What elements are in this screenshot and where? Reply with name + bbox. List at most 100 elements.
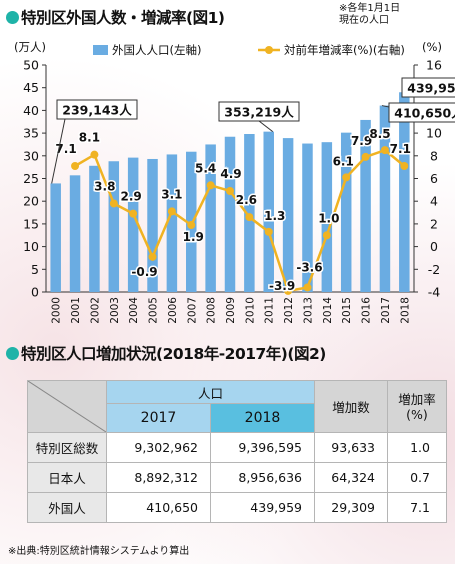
line-data-label: 3.1 bbox=[161, 187, 182, 201]
bar bbox=[147, 158, 158, 292]
bar bbox=[108, 161, 120, 292]
bar bbox=[166, 154, 178, 292]
line-point bbox=[129, 209, 138, 218]
x-tick-label: 2000 bbox=[51, 297, 63, 324]
bar bbox=[360, 119, 371, 293]
line-data-label: 8.1 bbox=[79, 131, 100, 145]
header-year-2018: 2018 bbox=[210, 403, 315, 433]
line-data-label: 1.9 bbox=[183, 230, 204, 244]
x-tick-label: 2015 bbox=[341, 297, 353, 324]
row-label: 外国人 bbox=[27, 492, 107, 523]
chart-legend: 外国人人口(左軸) 対前年増減率(%)(右軸) bbox=[93, 43, 405, 57]
corner-cell bbox=[27, 380, 107, 433]
x-tick-label: 2008 bbox=[206, 297, 218, 324]
line-data-label: 7.9 bbox=[351, 134, 372, 148]
bar bbox=[244, 134, 255, 292]
cell-2018: 9,396,595 bbox=[210, 432, 315, 463]
bar bbox=[399, 92, 410, 293]
line-data-label: 5.4 bbox=[195, 161, 216, 175]
left-tick-label: 0 bbox=[31, 285, 39, 300]
left-tick-label: 35 bbox=[23, 126, 39, 141]
left-tick-label: 50 bbox=[23, 58, 39, 73]
cell-rate: 0.7 bbox=[387, 462, 447, 493]
line-data-label: 2.6 bbox=[236, 193, 257, 207]
right-tick-label: 2 bbox=[430, 216, 438, 231]
line-point bbox=[71, 162, 80, 171]
x-tick-label: 2010 bbox=[244, 297, 256, 324]
right-tick-label: -4 bbox=[428, 285, 441, 300]
line-data-label: 1.0 bbox=[318, 211, 339, 225]
line-point bbox=[226, 186, 234, 195]
x-tick-label: 2013 bbox=[302, 297, 314, 324]
source-note: ※出典:特別区統計情報システムより算出 bbox=[8, 546, 190, 557]
bar bbox=[89, 165, 100, 292]
bar bbox=[302, 143, 313, 292]
cell-2017: 410,650 bbox=[106, 492, 211, 523]
bar bbox=[69, 175, 81, 292]
x-tick-label: 2017 bbox=[380, 297, 392, 324]
right-tick-label: 16 bbox=[426, 58, 442, 73]
line-point bbox=[303, 283, 312, 292]
cell-increase: 64,324 bbox=[314, 462, 388, 493]
left-tick-label: 5 bbox=[31, 262, 39, 277]
bullet-dot-icon bbox=[6, 347, 19, 360]
right-axis-unit: (%) bbox=[422, 40, 442, 54]
figure1-note: ※各年1月1日 現在の人口 bbox=[339, 3, 401, 26]
line-data-label: 2.9 bbox=[121, 190, 142, 204]
bar bbox=[50, 183, 61, 292]
callout-box bbox=[388, 102, 455, 123]
table-row: 外国人 410,650 439,959 29,309 7.1 bbox=[27, 492, 447, 523]
cell-rate: 7.1 bbox=[387, 492, 447, 523]
row-label: 特別区総数 bbox=[27, 432, 107, 463]
table-header-row: 人口 増加数 増加率 (%) bbox=[27, 379, 447, 433]
bar bbox=[263, 131, 274, 292]
line-point bbox=[284, 286, 293, 295]
row-label: 日本人 bbox=[27, 462, 107, 493]
right-tick-label: 10 bbox=[426, 126, 442, 141]
line-point bbox=[206, 181, 215, 190]
right-tick-label: 8 bbox=[430, 148, 438, 163]
x-tick-label: 2014 bbox=[322, 297, 334, 324]
population-increase-table: 人口 増加数 増加率 (%) 2017 2018 特別区総数 9,302,962 … bbox=[27, 379, 447, 523]
table-year-row: 2017 2018 bbox=[28, 403, 447, 433]
x-tick-label: 2018 bbox=[399, 297, 411, 324]
x-tick-label: 2009 bbox=[225, 297, 237, 324]
cell-2017: 8,892,312 bbox=[106, 462, 211, 493]
line-point bbox=[380, 146, 389, 155]
legend-bar-label: 外国人人口(左軸) bbox=[112, 43, 201, 57]
left-tick-label: 25 bbox=[23, 171, 39, 186]
line-data-label: 6.1 bbox=[333, 154, 354, 168]
cell-increase: 93,633 bbox=[314, 432, 388, 463]
line-point bbox=[342, 173, 351, 182]
bar bbox=[205, 144, 216, 292]
line-data-label: 8.5 bbox=[369, 127, 390, 141]
callout-leader bbox=[51, 118, 66, 184]
bar bbox=[282, 138, 294, 292]
header-increase: 増加数 bbox=[314, 380, 388, 433]
line-point bbox=[322, 231, 331, 240]
left-tick-label: 10 bbox=[23, 239, 39, 254]
line-data-label: 7.1 bbox=[390, 142, 411, 156]
legend-line-label: 対前年増減率(%)(右軸) bbox=[284, 43, 405, 57]
right-tick-label: 0 bbox=[430, 239, 438, 254]
line-point bbox=[245, 213, 254, 222]
left-tick-label: 45 bbox=[23, 80, 39, 95]
table-row: 特別区総数 9,302,962 9,396,595 93,633 1.0 bbox=[27, 432, 447, 463]
left-tick-label: 40 bbox=[23, 103, 39, 118]
callout-text: 410,650人 bbox=[394, 106, 455, 121]
callout-leader bbox=[258, 120, 274, 133]
callout-box bbox=[401, 77, 455, 98]
line-data-label: -0.9 bbox=[131, 265, 157, 279]
figure2-title: 特別区人口増加状況(2018年-2017年)(図2) bbox=[6, 342, 326, 364]
line-point bbox=[167, 207, 176, 216]
right-tick-label: 4 bbox=[430, 194, 438, 209]
x-tick-label: 2001 bbox=[70, 297, 82, 324]
callout-box bbox=[56, 99, 138, 120]
x-tick-label: 2016 bbox=[361, 297, 373, 324]
line-data-label: 3.8 bbox=[94, 179, 115, 193]
legend-bar-swatch bbox=[93, 45, 108, 55]
callout-text: 439,959人 bbox=[407, 81, 455, 96]
foreign-population-chart: 05101520253035404550-4-20246810121416(万人… bbox=[14, 40, 455, 324]
right-tick-label: -2 bbox=[428, 262, 440, 277]
line-data-label: 1.3 bbox=[264, 209, 285, 223]
